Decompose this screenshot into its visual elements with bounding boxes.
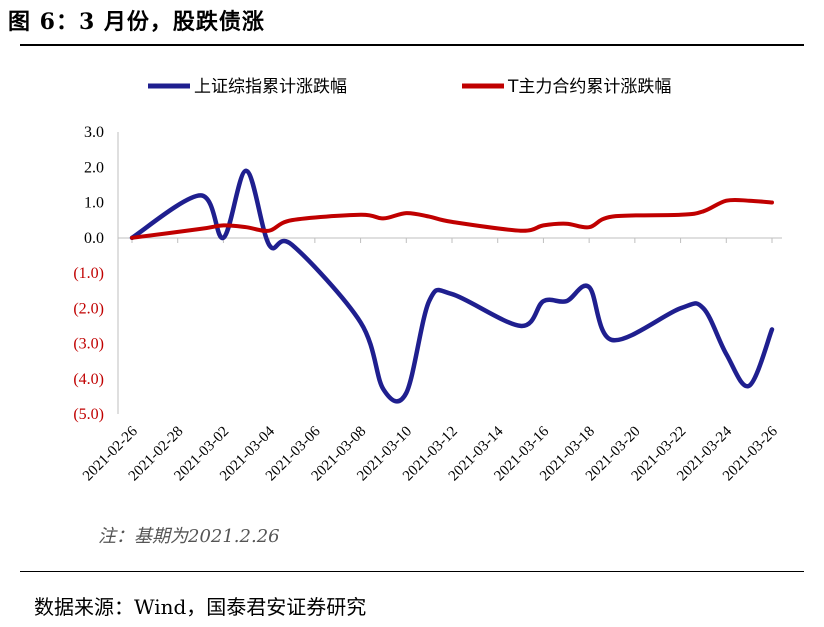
y-tick-label: (5.0) [73, 406, 104, 423]
legend-label-series-1: 上证综指累计涨跌幅 [194, 77, 347, 97]
y-tick-label: 1.0 [84, 195, 104, 212]
data-source: 数据来源：Wind，国泰君安证券研究 [34, 595, 367, 619]
chart-note: 注：基期为2021.2.26 [98, 526, 280, 547]
series-line-2 [130, 197, 774, 240]
y-tick-label: (1.0) [73, 265, 104, 282]
y-tick-label: 2.0 [84, 159, 104, 176]
legend-label-series-2: T主力合约累计涨跌幅 [507, 77, 671, 97]
source-rule [20, 571, 804, 572]
y-axis-ticks: 3.0 2.0 1.0 0.0 (1.0) (2.0) (3.0) (4.0) (5.0) [73, 124, 104, 423]
series-lines [129, 168, 775, 404]
figure-title: 图 6：3 月份，股跌债涨 [8, 9, 265, 35]
y-tick-label: (4.0) [73, 371, 104, 388]
y-tick-label: (2.0) [73, 300, 104, 317]
line-chart: 上证综指累计涨跌幅 T主力合约累计涨跌幅 3.0 2.0 1.0 0.0 (1.0) (2… [73, 77, 782, 547]
series-line-1 [129, 168, 775, 404]
x-axis-ticks: 2021-02-262021-02-282021-03-022021-03-04… [80, 238, 781, 484]
y-tick-label: 3.0 [84, 124, 104, 141]
y-tick-label: 0.0 [84, 230, 104, 247]
y-tick-label: (3.0) [73, 336, 104, 353]
legend: 上证综指累计涨跌幅 T主力合约累计涨跌幅 [148, 77, 671, 97]
title-rule [20, 44, 804, 46]
